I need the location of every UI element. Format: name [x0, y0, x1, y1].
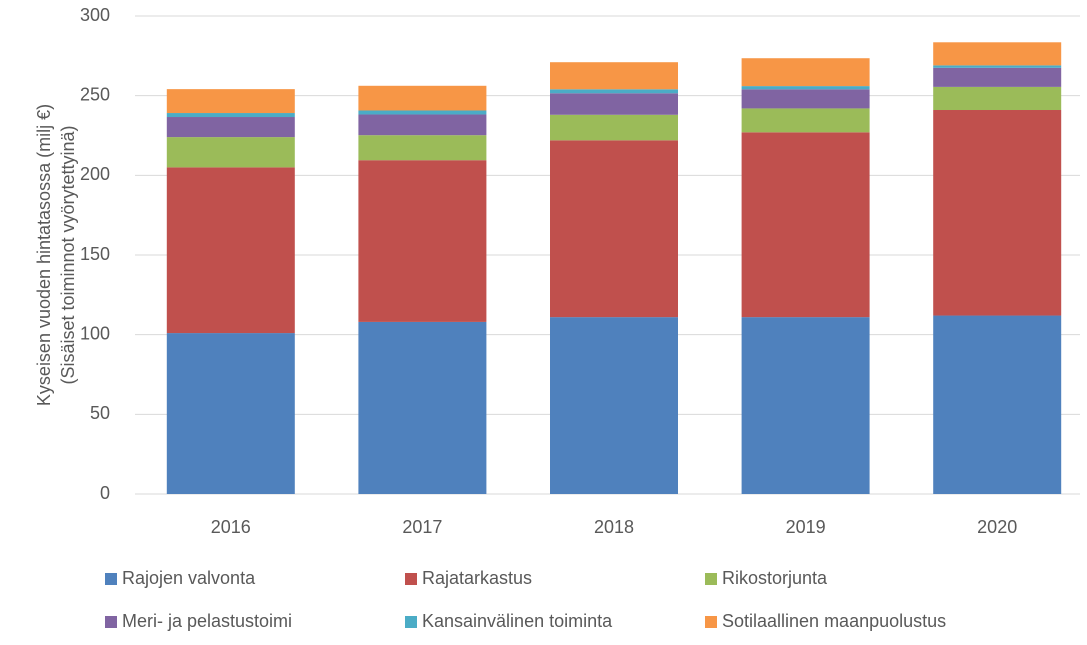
x-tick-label: 2017 [402, 517, 442, 537]
bar-segment [741, 58, 870, 87]
bar-segment [550, 140, 678, 318]
y-tick-label: 150 [80, 244, 110, 264]
y-axis-label: Kyseisen vuoden hintatasossa (milj €) (S… [34, 104, 78, 406]
y-tick-label: 300 [80, 5, 110, 25]
y-axis-label-line: (Sisäiset toiminnot vyörytettyinä) [58, 125, 78, 384]
bar-segment [358, 321, 487, 494]
bar-segment [933, 65, 1062, 68]
bar-segment [741, 108, 870, 133]
bar-segment [358, 114, 487, 136]
legend-label: Rajatarkastus [422, 568, 532, 588]
bar-segment [166, 137, 295, 168]
bar-segment [933, 315, 1062, 494]
bar-segment [166, 167, 295, 334]
x-tick-label: 2019 [786, 517, 826, 537]
bar-segment [933, 110, 1062, 316]
y-tick-label: 50 [90, 403, 110, 423]
bar-segment [166, 333, 295, 494]
x-tick-label: 2016 [211, 517, 251, 537]
legend-swatch [105, 573, 117, 585]
y-axis-label-line: Kyseisen vuoden hintatasossa (milj €) [34, 104, 54, 406]
legend-swatch [705, 616, 717, 628]
legend-label: Rajojen valvonta [122, 568, 256, 588]
legend-swatch [105, 616, 117, 628]
legend-label: Rikostorjunta [722, 568, 828, 588]
x-tick-label: 2020 [977, 517, 1017, 537]
bar-segment [933, 42, 1062, 66]
x-tick-label: 2018 [594, 517, 634, 537]
legend-swatch [405, 616, 417, 628]
legend-label: Sotilaallinen maanpuolustus [722, 611, 946, 631]
bar-segment [550, 93, 678, 115]
legend-label: Kansainvälinen toiminta [422, 611, 613, 631]
bar-segment [741, 89, 870, 109]
legend-swatch [405, 573, 417, 585]
bar-segment [166, 117, 295, 138]
bar-segment [550, 114, 678, 141]
y-tick-label: 100 [80, 323, 110, 343]
bar-segment [550, 89, 678, 94]
y-tick-label: 0 [100, 483, 110, 503]
legend-swatch [705, 573, 717, 585]
bar-segment [166, 89, 295, 114]
bar-segment [741, 317, 870, 494]
bar-segment [933, 67, 1062, 87]
bar-segment [933, 86, 1062, 111]
legend-label: Meri- ja pelastustoimi [122, 611, 292, 631]
bar-segment [741, 132, 870, 318]
bar-segment [358, 110, 487, 115]
y-tick-label: 200 [80, 164, 110, 184]
bar-segment [358, 85, 487, 111]
bar-segment [358, 135, 487, 161]
bar-segment [358, 160, 487, 322]
bar-segment [550, 317, 678, 494]
bar-segment [741, 86, 870, 90]
y-tick-label: 250 [80, 84, 110, 104]
bar-segment [550, 62, 678, 90]
bar-segment [166, 113, 295, 118]
